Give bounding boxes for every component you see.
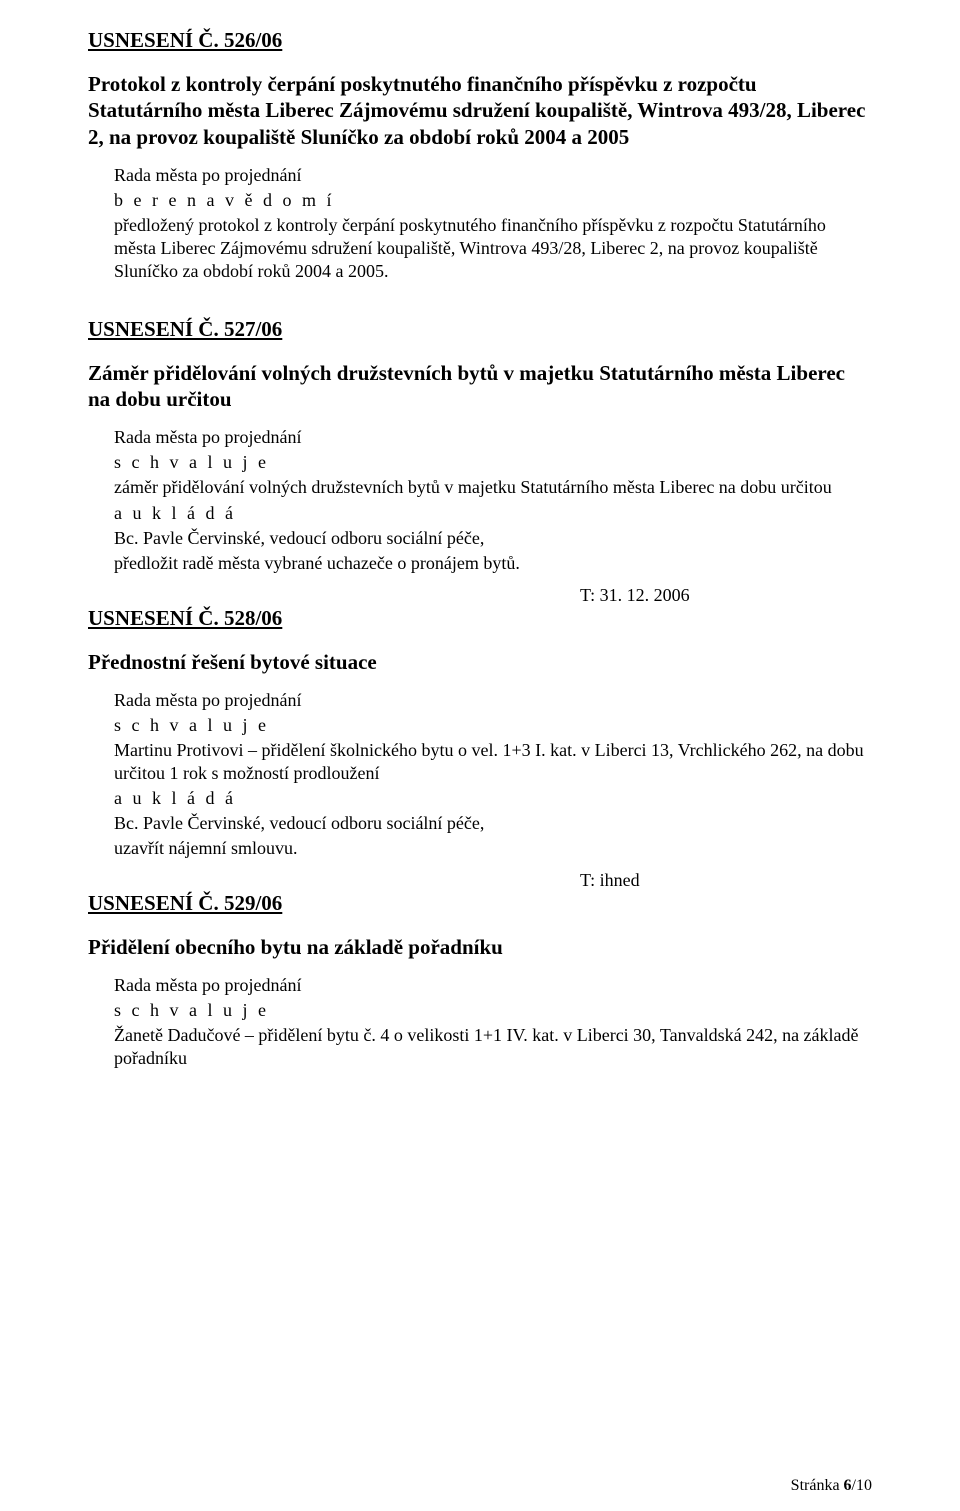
document-page: USNESENÍ Č. 526/06 Protokol z kontroly č… xyxy=(0,0,960,1511)
resolution-title-528: Přednostní řešení bytové situace xyxy=(88,649,872,675)
body-action-phrase: s c h v a l u j e xyxy=(114,999,872,1022)
resolution-title-527: Záměr přidělování volných družstevních b… xyxy=(88,360,872,413)
body-line: Žanetě Dadučové – přidělení bytu č. 4 o … xyxy=(114,1024,872,1070)
deadline-527: T: 31. 12. 2006 xyxy=(88,585,872,606)
resolution-body-527: Rada města po projednání s c h v a l u j… xyxy=(114,426,872,574)
resolution-heading-529: USNESENÍ Č. 529/06 xyxy=(88,891,872,916)
resolution-heading-528: USNESENÍ Č. 528/06 xyxy=(88,606,872,631)
resolution-body-529: Rada města po projednání s c h v a l u j… xyxy=(114,974,872,1070)
body-line: Bc. Pavle Červinské, vedoucí odboru soci… xyxy=(114,527,872,550)
body-line: předložit radě města vybrané uchazeče o … xyxy=(114,552,872,575)
body-line: uzavřít nájemní smlouvu. xyxy=(114,837,872,860)
body-line: Rada města po projednání xyxy=(114,689,872,712)
footer-label: Stránka xyxy=(791,1477,844,1494)
body-line: Rada města po projednání xyxy=(114,164,872,187)
resolution-heading-527: USNESENÍ Č. 527/06 xyxy=(88,317,872,342)
resolution-title-526: Protokol z kontroly čerpání poskytnutého… xyxy=(88,71,872,150)
body-line: Rada města po projednání xyxy=(114,974,872,997)
body-action-phrase: a u k l á d á xyxy=(114,502,872,525)
footer-total-pages: 10 xyxy=(856,1477,872,1494)
body-line: záměr přidělování volných družstevních b… xyxy=(114,476,872,499)
page-footer: Stránka 6/10 xyxy=(791,1477,872,1495)
body-action-phrase: a u k l á d á xyxy=(114,787,872,810)
body-action-phrase: b e r e n a v ě d o m í xyxy=(114,189,872,212)
resolution-body-526: Rada města po projednání b e r e n a v ě… xyxy=(114,164,872,283)
body-line: Martinu Protivovi – přidělení školnickéh… xyxy=(114,739,872,785)
resolution-heading-526: USNESENÍ Č. 526/06 xyxy=(88,28,872,53)
body-action-phrase: s c h v a l u j e xyxy=(114,714,872,737)
body-line: Bc. Pavle Červinské, vedoucí odboru soci… xyxy=(114,812,872,835)
footer-current-page: 6 xyxy=(844,1477,852,1494)
body-action-phrase: s c h v a l u j e xyxy=(114,451,872,474)
deadline-528: T: ihned xyxy=(88,870,872,891)
resolution-body-528: Rada města po projednání s c h v a l u j… xyxy=(114,689,872,860)
body-line: předložený protokol z kontroly čerpání p… xyxy=(114,214,872,283)
body-line: Rada města po projednání xyxy=(114,426,872,449)
resolution-title-529: Přidělení obecního bytu na základě pořad… xyxy=(88,934,872,960)
